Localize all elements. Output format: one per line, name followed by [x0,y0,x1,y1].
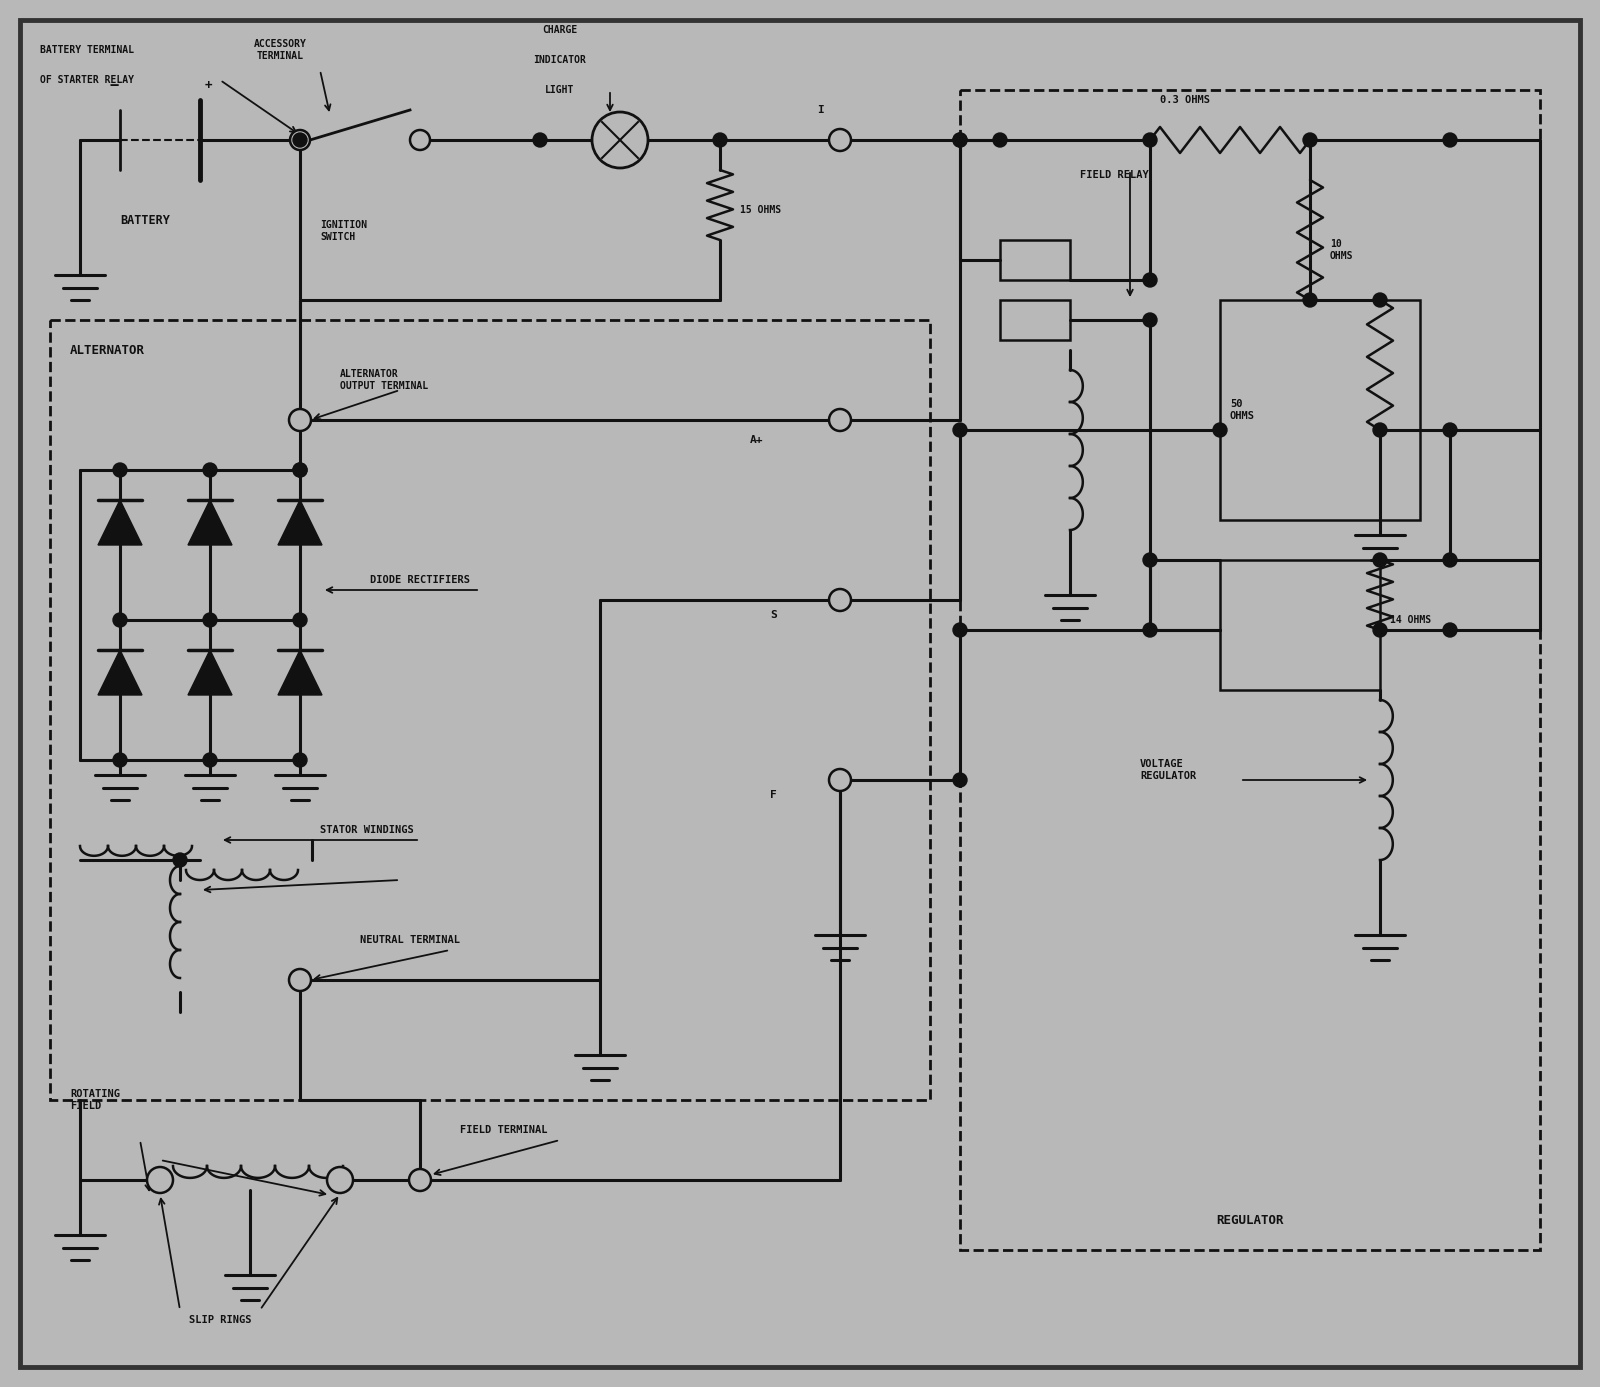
Text: ALTERNATOR: ALTERNATOR [70,344,146,356]
Circle shape [1443,623,1458,637]
Circle shape [994,133,1006,147]
Text: A+: A+ [750,436,763,445]
Text: ALTERNATOR
OUTPUT TERMINAL: ALTERNATOR OUTPUT TERMINAL [339,369,429,391]
Text: NEUTRAL TERMINAL: NEUTRAL TERMINAL [360,935,461,945]
Text: F: F [770,791,776,800]
Circle shape [1302,133,1317,147]
Bar [50,320,930,1100]
Bar [1000,240,1070,280]
Text: BATTERY TERMINAL: BATTERY TERMINAL [40,44,134,55]
Polygon shape [278,499,322,545]
Circle shape [293,613,307,627]
Text: LIGHT: LIGHT [546,85,574,94]
Text: ACCESSORY
TERMINAL: ACCESSORY TERMINAL [253,39,307,61]
Circle shape [290,130,310,150]
Circle shape [1142,553,1157,567]
Text: 10
OHMS: 10 OHMS [1330,239,1354,261]
Text: IGNITION
SWITCH: IGNITION SWITCH [320,221,366,241]
Text: VOLTAGE
REGULATOR: VOLTAGE REGULATOR [1139,759,1197,781]
Text: 0.3 OHMS: 0.3 OHMS [1160,94,1210,105]
Text: CHARGE: CHARGE [542,25,578,35]
Circle shape [954,133,966,147]
Bar [960,90,1539,1250]
Circle shape [829,409,851,431]
Circle shape [173,853,187,867]
Circle shape [1142,623,1157,637]
Circle shape [954,623,966,637]
Circle shape [290,970,310,990]
Circle shape [1373,553,1387,567]
Circle shape [1443,553,1458,567]
Circle shape [533,133,547,147]
Circle shape [954,773,966,786]
Polygon shape [278,651,322,695]
Text: 14 OHMS: 14 OHMS [1390,614,1430,626]
Text: +: + [205,79,213,92]
Text: BATTERY: BATTERY [120,214,170,226]
Circle shape [114,463,126,477]
Circle shape [954,423,966,437]
Circle shape [592,112,648,168]
Circle shape [1213,423,1227,437]
Text: INDICATOR: INDICATOR [533,55,587,65]
Text: REGULATOR: REGULATOR [1216,1214,1283,1226]
Circle shape [293,463,307,477]
Text: S: S [770,610,776,620]
Circle shape [293,463,307,477]
Circle shape [203,753,218,767]
Circle shape [1142,133,1157,147]
Circle shape [1443,423,1458,437]
Circle shape [410,130,430,150]
Bar [1221,300,1421,520]
Circle shape [293,753,307,767]
Polygon shape [98,499,142,545]
Polygon shape [189,651,232,695]
Bar [1221,560,1379,689]
Text: FIELD RELAY: FIELD RELAY [1080,171,1149,180]
Circle shape [714,133,726,147]
Circle shape [829,589,851,612]
Text: ROTATING
FIELD: ROTATING FIELD [70,1089,120,1111]
Text: 15 OHMS: 15 OHMS [739,205,781,215]
Polygon shape [189,499,232,545]
Circle shape [1373,423,1387,437]
Circle shape [829,129,851,151]
Circle shape [829,768,851,791]
Circle shape [114,753,126,767]
Circle shape [203,463,218,477]
Circle shape [114,613,126,627]
Text: −: − [110,78,118,93]
Circle shape [1373,623,1387,637]
Circle shape [1302,293,1317,307]
Circle shape [326,1166,354,1193]
Text: STATOR WINDINGS: STATOR WINDINGS [320,825,414,835]
Text: FIELD TERMINAL: FIELD TERMINAL [461,1125,547,1135]
Text: OF STARTER RELAY: OF STARTER RELAY [40,75,134,85]
Circle shape [293,133,307,147]
Circle shape [1443,133,1458,147]
Circle shape [1373,293,1387,307]
Bar [1000,300,1070,340]
Polygon shape [98,651,142,695]
Circle shape [954,133,966,147]
Circle shape [147,1166,173,1193]
Circle shape [203,613,218,627]
Text: I: I [816,105,824,115]
Circle shape [1142,313,1157,327]
Text: SLIP RINGS: SLIP RINGS [189,1315,251,1325]
Text: DIODE RECTIFIERS: DIODE RECTIFIERS [370,576,470,585]
Circle shape [1142,273,1157,287]
Circle shape [290,409,310,431]
Circle shape [410,1169,430,1191]
Text: 50
OHMS: 50 OHMS [1230,399,1254,420]
